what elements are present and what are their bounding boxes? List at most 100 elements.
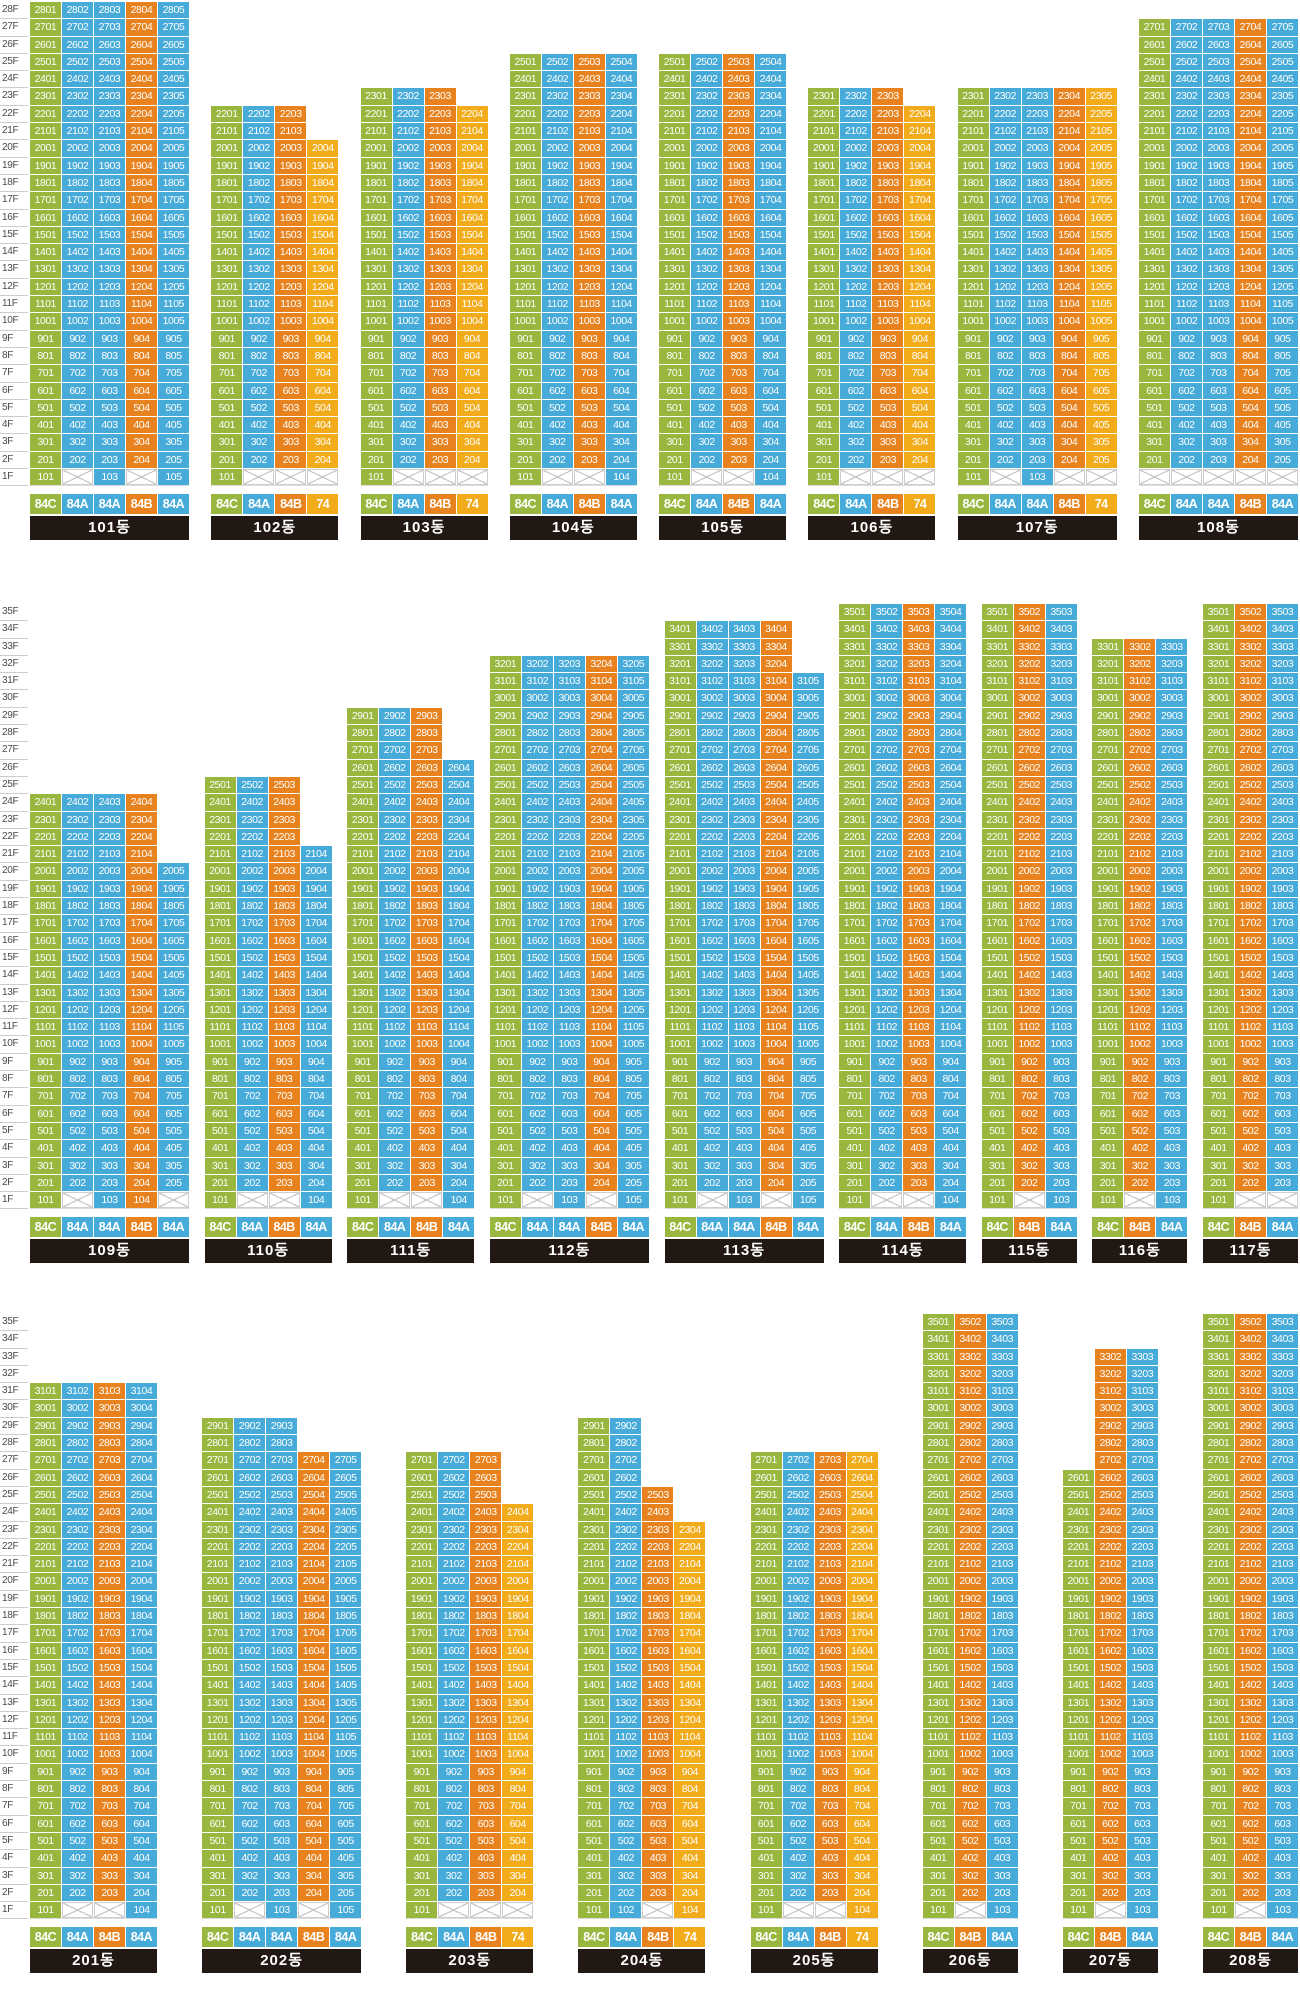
unit-cell: 2202 bbox=[989, 105, 1021, 123]
unit-cell: 3202 bbox=[1013, 655, 1045, 673]
unit-cell: 2505 bbox=[330, 1486, 362, 1504]
unit-cell: 603 bbox=[573, 382, 605, 399]
unit-cell: 903 bbox=[470, 1763, 502, 1781]
unit-cell: 2301 bbox=[1138, 88, 1170, 105]
unit-cell: 1903 bbox=[1021, 157, 1053, 174]
unit-cell: 603 bbox=[94, 1815, 125, 1832]
unit-cell: 401 bbox=[30, 417, 61, 434]
unit-cell: 1704 bbox=[904, 192, 936, 209]
unit-cell: 803 bbox=[94, 347, 125, 365]
unit-cell: 1604 bbox=[760, 932, 792, 949]
unit-cell: 602 bbox=[1235, 1105, 1266, 1122]
unit-cell: 1402 bbox=[1124, 967, 1156, 984]
unit-cell: 1105 bbox=[158, 296, 189, 313]
unit-cell: 2201 bbox=[659, 105, 691, 123]
unit-cell: 1602 bbox=[379, 932, 411, 949]
unit-column-3-84A: 3503 3403 3303 3203 3103 3003 2903 2803 2703 2603… bbox=[1266, 1314, 1298, 1919]
empty-unit-cell bbox=[723, 469, 755, 486]
unit-cell: 2405 bbox=[1266, 71, 1298, 88]
unit-cell: 2302 bbox=[379, 811, 411, 828]
unit-cell: 501 bbox=[750, 1832, 782, 1850]
unit-cell: 2201 bbox=[839, 828, 871, 846]
unit-cell: 1601 bbox=[1138, 209, 1170, 226]
unit-cell: 602 bbox=[1094, 1815, 1126, 1832]
unit-cell: 2004 bbox=[300, 863, 332, 880]
unit-cell: 2303 bbox=[1202, 88, 1234, 105]
unit-cell: 1004 bbox=[605, 313, 637, 330]
unit-cell: 803 bbox=[1267, 1071, 1298, 1088]
unit-cell: 1901 bbox=[347, 880, 379, 898]
unit-cell: 2903 bbox=[411, 707, 443, 725]
empty-unit-cell bbox=[585, 1192, 617, 1209]
floor-label: 27F bbox=[0, 1452, 28, 1470]
unit-cell: 1602 bbox=[541, 209, 573, 226]
unit-cell: 2004 bbox=[760, 863, 792, 880]
unit-cell: 1804 bbox=[904, 174, 936, 192]
unit-cell: 1004 bbox=[456, 313, 488, 330]
unit-type-label: 84A bbox=[617, 1217, 649, 1238]
unit-cell: 2401 bbox=[509, 71, 541, 88]
unit-cell: 2502 bbox=[234, 1486, 266, 1504]
unit-cell: 1802 bbox=[541, 174, 573, 192]
unit-cell: 1802 bbox=[610, 1608, 642, 1625]
unit-cell: 204 bbox=[456, 451, 488, 469]
unit-cell: 2203 bbox=[553, 828, 585, 846]
unit-cell: 2303 bbox=[903, 811, 935, 828]
unit-cell: 2304 bbox=[760, 811, 792, 828]
unit-cell: 801 bbox=[808, 347, 840, 365]
unit-cell: 1102 bbox=[62, 1019, 93, 1036]
unit-cell: 3301 bbox=[839, 638, 871, 655]
unit-cell: 1002 bbox=[696, 1036, 728, 1053]
unit-cell: 1401 bbox=[578, 1677, 610, 1694]
floor-label: 8F bbox=[0, 348, 28, 366]
unit-cell: 2203 bbox=[1267, 828, 1298, 846]
unit-cell: 901 bbox=[659, 330, 691, 347]
unit-cell: 1601 bbox=[1092, 932, 1124, 949]
unit-cell: 2104 bbox=[443, 846, 475, 863]
unit-cell: 1205 bbox=[330, 1711, 362, 1729]
unit-cell: 901 bbox=[211, 330, 243, 347]
unit-cell: 2905 bbox=[792, 707, 824, 725]
unit-cell: 601 bbox=[406, 1815, 438, 1832]
unit-cell: 2202 bbox=[62, 828, 93, 846]
unit-cell: 304 bbox=[307, 434, 339, 451]
unit-cell: 101 bbox=[211, 469, 243, 486]
unit-cell: 1301 bbox=[1202, 1694, 1234, 1711]
unit-cell: 504 bbox=[443, 1122, 475, 1140]
unit-cell: 1903 bbox=[986, 1590, 1018, 1608]
unit-cell: 2302 bbox=[62, 88, 93, 105]
unit-cell: 502 bbox=[696, 1122, 728, 1140]
unit-cell: 2404 bbox=[846, 1504, 878, 1521]
unit-cell: 2404 bbox=[755, 71, 787, 88]
unit-cell: 2801 bbox=[30, 1435, 61, 1452]
unit-cell: 405 bbox=[158, 417, 189, 434]
unit-column-1-84C: 2201 2101 2001 1901 1801 1701 1601 1501 1401 1301… bbox=[211, 105, 243, 486]
unit-cell: 501 bbox=[204, 1122, 236, 1140]
unit-cell: 802 bbox=[954, 1781, 986, 1798]
unit-cell: 1604 bbox=[935, 932, 967, 949]
unit-cell: 2402 bbox=[696, 794, 728, 811]
unit-cell: 1504 bbox=[585, 949, 617, 967]
unit-cell: 1003 bbox=[986, 1746, 1018, 1763]
unit-cell: 2404 bbox=[298, 1504, 330, 1521]
unit-cell: 1202 bbox=[954, 1711, 986, 1729]
unit-cell: 1603 bbox=[553, 932, 585, 949]
unit-cell: 204 bbox=[846, 1884, 878, 1902]
unit-cell: 2001 bbox=[1062, 1573, 1094, 1590]
building-name: 112동 bbox=[489, 1239, 649, 1264]
unit-cell: 1303 bbox=[275, 261, 307, 278]
unit-cell: 1903 bbox=[728, 880, 760, 898]
unit-cell: 901 bbox=[202, 1763, 234, 1781]
unit-cell: 3001 bbox=[839, 690, 871, 707]
unit-cell: 2003 bbox=[903, 863, 935, 880]
unit-cell: 1601 bbox=[981, 932, 1013, 949]
unit-cell: 1603 bbox=[728, 932, 760, 949]
unit-cell: 2605 bbox=[792, 759, 824, 776]
unit-cell: 2602 bbox=[1124, 759, 1156, 776]
unit-cell: 2303 bbox=[266, 1521, 298, 1538]
unit-cell: 702 bbox=[521, 1088, 553, 1105]
unit-cell: 2602 bbox=[1170, 36, 1202, 53]
unit-cell: 1501 bbox=[30, 226, 61, 244]
unit-cell: 1901 bbox=[489, 880, 521, 898]
unit-cell: 1003 bbox=[275, 313, 307, 330]
